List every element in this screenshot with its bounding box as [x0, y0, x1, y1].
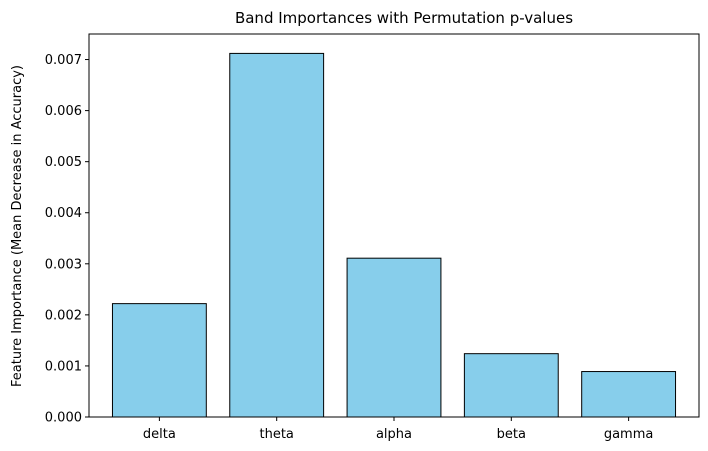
x-tick-label-alpha: alpha: [376, 427, 412, 442]
y-tick-label: 0.001: [45, 359, 82, 374]
y-tick-label: 0.002: [45, 308, 82, 323]
chart-title: Band Importances with Permutation p-valu…: [235, 9, 573, 27]
y-tick-label: 0.000: [45, 411, 82, 426]
y-tick-label: 0.003: [45, 257, 82, 272]
y-tick-label: 0.007: [45, 53, 82, 68]
bar-gamma: [581, 371, 677, 418]
y-axis-label: Feature Importance (Mean Decrease in Acc…: [10, 65, 25, 387]
x-tick-label-gamma: gamma: [604, 427, 654, 442]
y-axis: 0.000 0.001 0.002 0.003 0.004 0.005 0.006 0.007: [45, 53, 89, 426]
x-tick-label-delta: delta: [143, 427, 176, 442]
x-tick-label-beta: beta: [497, 427, 526, 442]
y-tick-label: 0.005: [45, 155, 82, 170]
bar-beta: [463, 353, 559, 418]
plot-frame: [88, 33, 700, 418]
bars-group: [111, 52, 677, 418]
y-tick-label: 0.004: [45, 206, 82, 221]
x-axis: delta theta alpha beta gamma: [143, 417, 653, 442]
bar-theta: [229, 52, 325, 418]
x-tick-label-theta: theta: [259, 427, 293, 442]
y-tick-label: 0.006: [45, 104, 82, 119]
bar-delta: [111, 303, 207, 418]
bar-alpha: [346, 257, 442, 418]
